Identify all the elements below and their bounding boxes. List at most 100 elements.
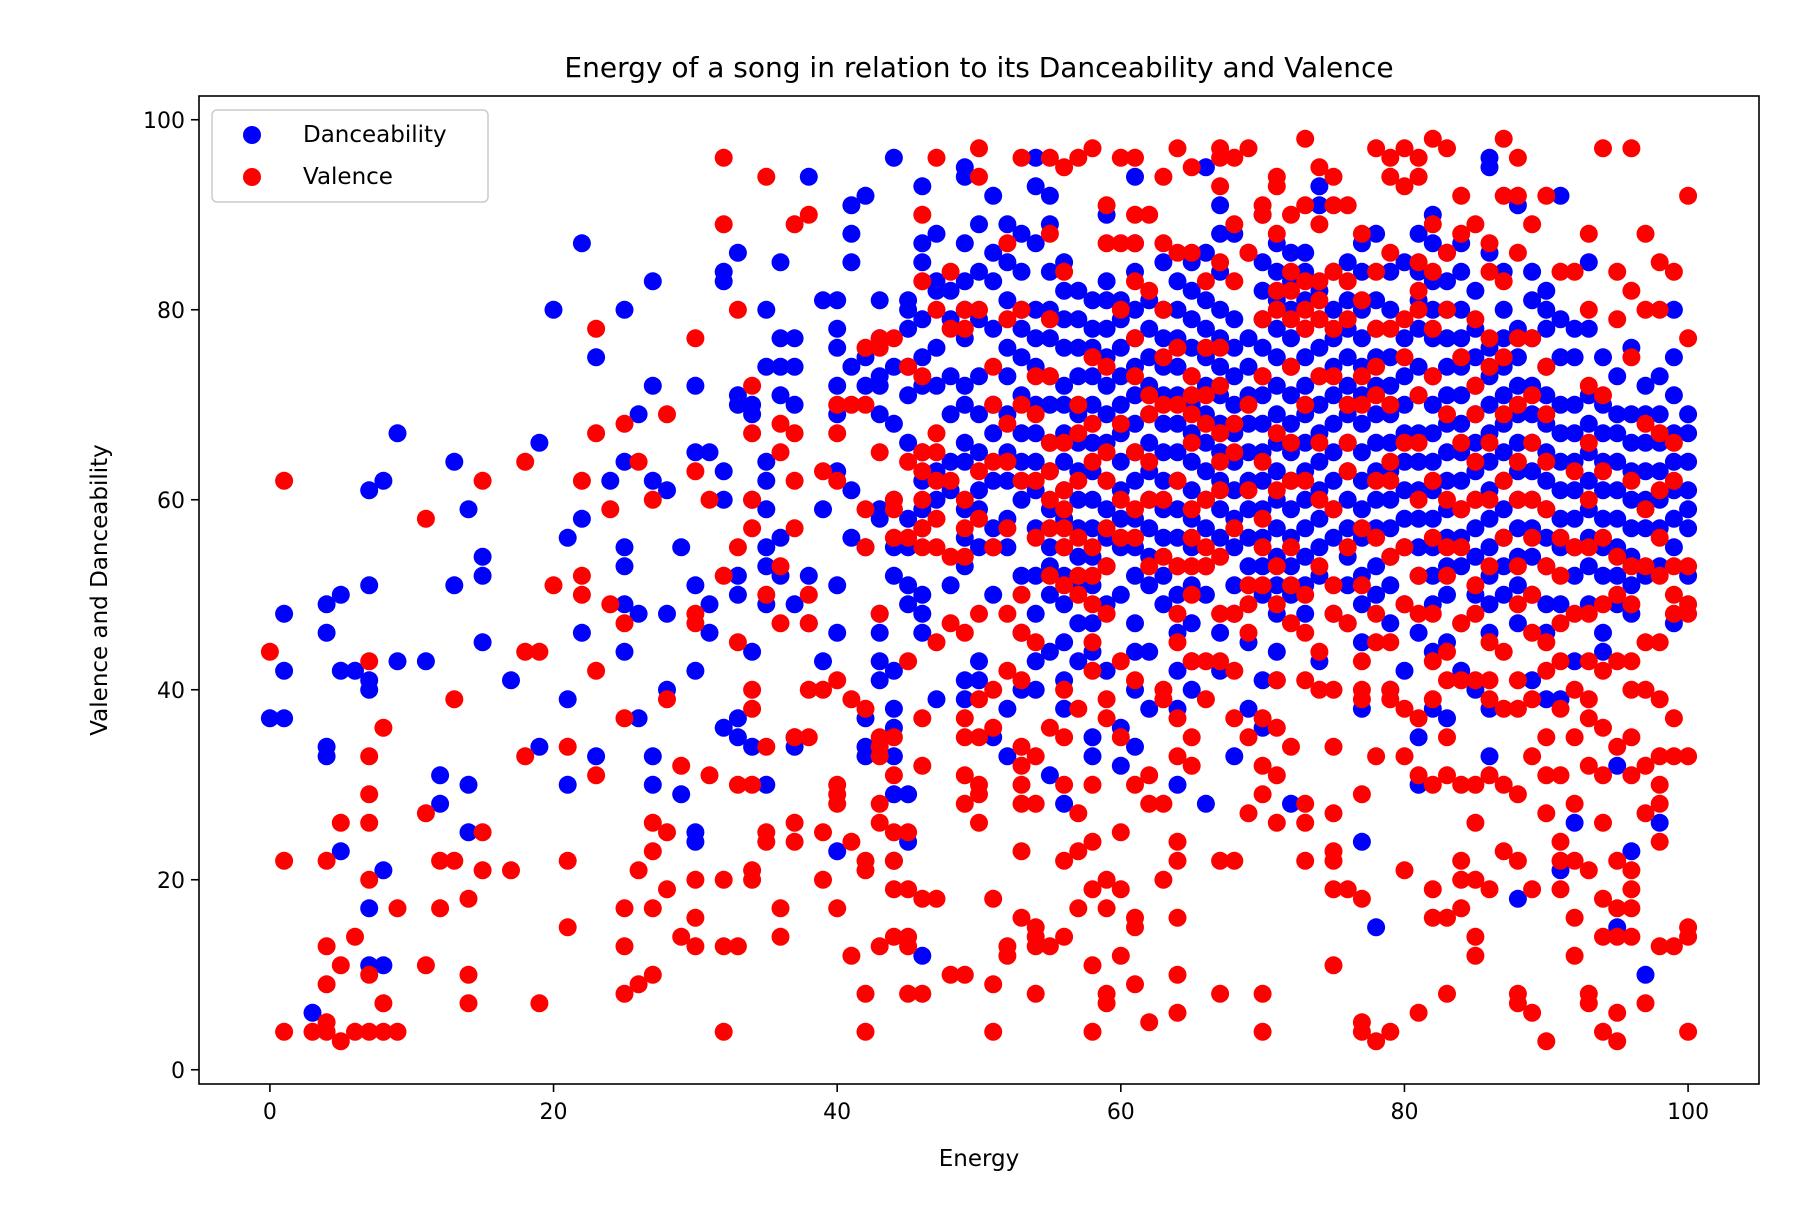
valence-point [672, 927, 691, 946]
valence-point [1182, 158, 1201, 177]
valence-point [1154, 794, 1173, 813]
valence-point [1083, 348, 1102, 367]
valence-point [743, 490, 762, 509]
valence-point [558, 737, 577, 756]
valence-point [1111, 234, 1130, 253]
danceability-point [1111, 452, 1130, 471]
valence-point [913, 205, 932, 224]
valence-point [1650, 690, 1669, 709]
danceability-point [1253, 557, 1272, 576]
danceability-point [1480, 595, 1499, 614]
valence-point [1097, 557, 1116, 576]
danceability-point [1310, 509, 1329, 528]
valence-point [1622, 861, 1641, 880]
danceability-point [927, 224, 946, 243]
valence-point [1225, 148, 1244, 167]
valence-point [1338, 614, 1357, 633]
valence-point [1395, 139, 1414, 158]
danceability-point [757, 557, 776, 576]
danceability-point [1055, 310, 1074, 329]
valence-point [884, 880, 903, 899]
valence-point [1551, 851, 1570, 870]
danceability-point [303, 1003, 322, 1022]
valence-point [1182, 756, 1201, 775]
danceability-point [1126, 737, 1144, 756]
valence-point [1338, 310, 1357, 329]
danceability-point [686, 376, 705, 395]
valence-point [884, 927, 903, 946]
valence-point [984, 1022, 1003, 1041]
valence-point [1338, 538, 1357, 557]
danceability-point [1579, 414, 1598, 433]
valence-point [828, 471, 847, 490]
danceability-point [1055, 595, 1074, 614]
danceability-point [1069, 367, 1088, 386]
danceability-point [828, 338, 847, 357]
valence-point [1409, 566, 1428, 585]
valence-point [445, 690, 464, 709]
valence-point [431, 851, 450, 870]
danceability-point [1594, 348, 1612, 367]
valence-point [1040, 148, 1059, 167]
valence-point [1452, 538, 1471, 557]
valence-point [1012, 585, 1031, 604]
danceability-point [856, 737, 875, 756]
valence-point [1225, 215, 1244, 234]
valence-point [1409, 386, 1428, 405]
valence-point [1367, 319, 1386, 338]
valence-point [955, 319, 974, 338]
valence-point [1083, 566, 1102, 585]
danceability-point [1664, 348, 1683, 367]
valence-point [260, 642, 279, 661]
valence-point [955, 490, 974, 509]
valence-point [1664, 262, 1683, 281]
y-tick-label: 60 [157, 489, 185, 514]
danceability-point [1182, 338, 1201, 357]
valence-point [1423, 215, 1442, 234]
valence-point [1466, 376, 1485, 395]
danceability-point [1026, 148, 1045, 167]
valence-point [1253, 984, 1272, 1003]
valence-point [984, 680, 1003, 699]
valence-point [1579, 604, 1598, 623]
danceability-point [317, 595, 336, 614]
valence-point [1111, 652, 1130, 671]
danceability-point [1565, 566, 1584, 585]
valence-point [799, 728, 818, 747]
valence-point [984, 718, 1003, 737]
valence-point [771, 443, 790, 462]
danceability-point [1126, 300, 1144, 319]
valence-point [1636, 633, 1655, 652]
valence-point [1282, 310, 1300, 329]
legend-marker-danceability [243, 126, 261, 144]
valence-point [1310, 215, 1329, 234]
danceability-point [1267, 376, 1286, 395]
valence-point [1040, 566, 1059, 585]
danceability-point [1594, 481, 1612, 500]
danceability-point [1310, 395, 1329, 414]
danceability-point [1608, 424, 1627, 443]
danceability-point [1140, 699, 1159, 718]
danceability-point [1565, 348, 1584, 367]
danceability-point [1069, 614, 1088, 633]
danceability-point [1097, 272, 1116, 291]
danceability-point [1282, 329, 1300, 348]
danceability-point [530, 433, 549, 452]
valence-point [374, 1022, 393, 1041]
valence-point [1650, 747, 1669, 766]
valence-point [1409, 490, 1428, 509]
valence-point [1664, 604, 1683, 623]
danceability-point [615, 538, 634, 557]
valence-point [870, 794, 889, 813]
valence-point [1097, 196, 1116, 215]
danceability-point [1352, 595, 1371, 614]
danceability-point [785, 357, 804, 376]
danceability-point [757, 452, 776, 471]
valence-point [1423, 652, 1442, 671]
valence-point [1040, 519, 1059, 538]
valence-point [884, 823, 903, 842]
danceability-point [913, 234, 932, 253]
danceability-point [955, 234, 974, 253]
valence-point [1579, 690, 1598, 709]
danceability-point [1636, 433, 1655, 452]
